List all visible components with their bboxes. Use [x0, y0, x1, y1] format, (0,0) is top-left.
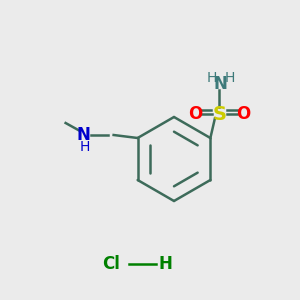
- Text: Cl: Cl: [102, 255, 120, 273]
- Text: H: H: [207, 71, 217, 85]
- Text: H: H: [225, 71, 235, 85]
- Text: H: H: [158, 255, 172, 273]
- Text: N: N: [77, 126, 91, 144]
- Text: O: O: [188, 105, 202, 123]
- Text: O: O: [236, 105, 250, 123]
- Text: N: N: [214, 75, 228, 93]
- Text: S: S: [212, 104, 226, 124]
- Text: H: H: [80, 140, 90, 154]
